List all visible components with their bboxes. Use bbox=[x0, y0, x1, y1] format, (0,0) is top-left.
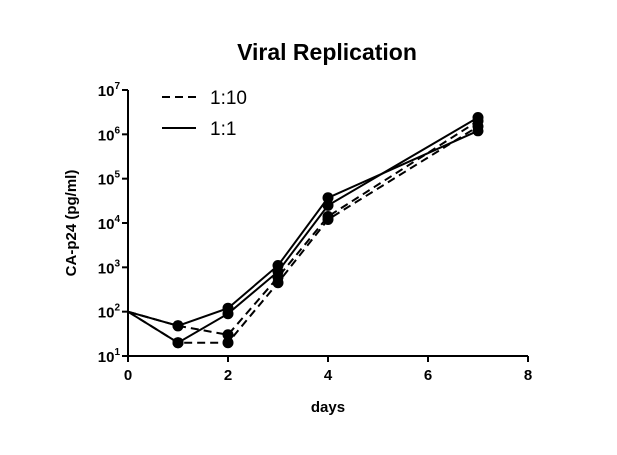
x-tick-label: 4 bbox=[324, 367, 333, 384]
data-point bbox=[472, 112, 484, 123]
legend-label-1-1: 1:1 bbox=[210, 119, 236, 140]
y-tick-label: 105 bbox=[98, 170, 121, 189]
series-line-solid-2 bbox=[127, 116, 479, 344]
data-point bbox=[272, 260, 284, 271]
y-ticks: 101 102 103 104 105 106 107 bbox=[98, 81, 128, 366]
legend: 1:10 1:1 bbox=[162, 88, 247, 140]
x-axis-label: days bbox=[311, 399, 345, 416]
legend-label-1-10: 1:10 bbox=[210, 88, 247, 109]
data-point bbox=[322, 192, 334, 204]
x-tick-label: 0 bbox=[124, 367, 132, 384]
data-point bbox=[472, 125, 484, 137]
data-point bbox=[172, 320, 184, 332]
data-point bbox=[172, 337, 184, 349]
y-tick-label: 106 bbox=[98, 125, 121, 144]
y-tick-label: 102 bbox=[98, 303, 121, 322]
x-tick-label: 8 bbox=[524, 367, 532, 384]
y-tick-label: 107 bbox=[98, 81, 121, 100]
x-tick-label: 6 bbox=[424, 367, 432, 384]
y-tick-label: 104 bbox=[98, 214, 121, 233]
y-axis-label: CA-p24 (pg/ml) bbox=[63, 170, 80, 277]
y-tick-label: 103 bbox=[98, 258, 121, 277]
x-tick-label: 2 bbox=[224, 367, 232, 384]
data-point bbox=[322, 199, 334, 211]
x-ticks: 0 2 4 6 8 bbox=[124, 356, 532, 384]
plot-area bbox=[127, 112, 484, 349]
series-line-dashed-1 bbox=[127, 120, 479, 336]
series-line-solid-3 bbox=[127, 129, 479, 327]
data-point bbox=[322, 211, 334, 222]
series-line-dashed-0 bbox=[127, 125, 479, 344]
chart-title: Viral Replication bbox=[237, 39, 417, 65]
data-point bbox=[222, 302, 234, 314]
data-point bbox=[222, 337, 234, 349]
y-tick-label: 101 bbox=[98, 347, 121, 366]
data-point bbox=[222, 329, 234, 341]
